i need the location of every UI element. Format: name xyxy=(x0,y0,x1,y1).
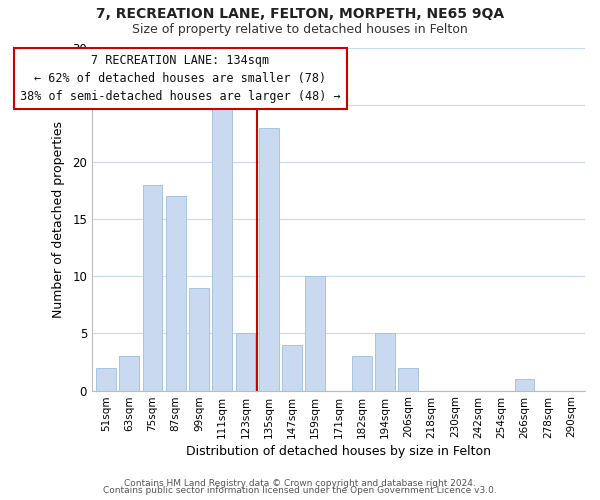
Bar xyxy=(166,196,185,390)
Text: 7 RECREATION LANE: 134sqm
← 62% of detached houses are smaller (78)
38% of semi-: 7 RECREATION LANE: 134sqm ← 62% of detac… xyxy=(20,54,341,104)
Text: Contains HM Land Registry data © Crown copyright and database right 2024.: Contains HM Land Registry data © Crown c… xyxy=(124,478,476,488)
Y-axis label: Number of detached properties: Number of detached properties xyxy=(52,120,65,318)
Bar xyxy=(305,276,325,390)
Bar xyxy=(282,345,302,391)
Bar xyxy=(189,288,209,391)
Text: Size of property relative to detached houses in Felton: Size of property relative to detached ho… xyxy=(132,22,468,36)
X-axis label: Distribution of detached houses by size in Felton: Distribution of detached houses by size … xyxy=(186,444,491,458)
Bar xyxy=(259,128,278,390)
Text: Contains public sector information licensed under the Open Government Licence v3: Contains public sector information licen… xyxy=(103,486,497,495)
Bar xyxy=(143,184,163,390)
Text: 7, RECREATION LANE, FELTON, MORPETH, NE65 9QA: 7, RECREATION LANE, FELTON, MORPETH, NE6… xyxy=(96,8,504,22)
Bar xyxy=(236,334,256,390)
Bar xyxy=(398,368,418,390)
Bar xyxy=(212,104,232,391)
Bar xyxy=(352,356,371,390)
Bar xyxy=(515,379,535,390)
Bar xyxy=(96,368,116,390)
Bar xyxy=(119,356,139,390)
Bar xyxy=(375,334,395,390)
